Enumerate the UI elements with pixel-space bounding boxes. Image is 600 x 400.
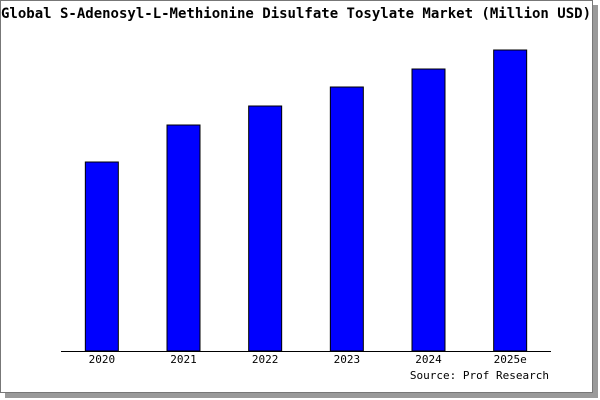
chart-title: Global S-Adenosyl-L-Methionine Disulfate… — [1, 6, 591, 22]
source: Source: Prof Research — [410, 369, 549, 382]
x-tick-label: 2024 — [415, 353, 442, 366]
x-tick-label: 2020 — [89, 353, 116, 366]
bar — [166, 124, 201, 352]
bar — [84, 161, 119, 352]
bar — [411, 68, 446, 352]
x-tick-label: 2025e — [494, 353, 527, 366]
bar — [493, 49, 528, 352]
bar — [248, 105, 283, 352]
x-tick-label: 2021 — [170, 353, 197, 366]
plot: Global S-Adenosyl-L-Methionine Disulfate… — [1, 6, 591, 382]
x-tick-label: 2022 — [252, 353, 279, 366]
bar — [329, 86, 364, 352]
x-tick-label: 2023 — [334, 353, 361, 366]
